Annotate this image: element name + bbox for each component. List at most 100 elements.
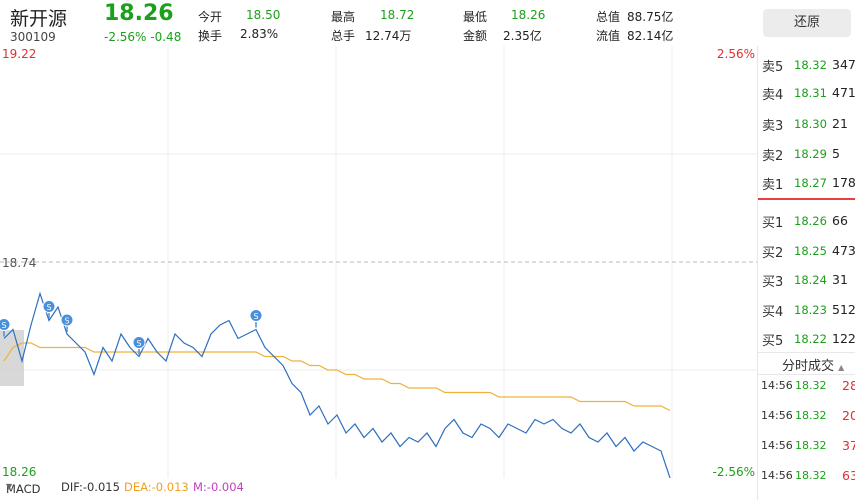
stock-header: 新开源 300109 18.26 -2.56% -0.48 今开 18.50 换…: [0, 0, 757, 46]
buy-row-2[interactable]: 买2 18.25 473: [758, 235, 855, 263]
buy-qty: 31: [832, 272, 848, 287]
buy-qty: 122: [832, 331, 855, 346]
sell-qty: 178: [832, 175, 855, 190]
macd-m: M:-0.004: [193, 480, 244, 494]
trade-time: 14:56: [761, 469, 793, 482]
series-avg-line: [3, 342, 671, 412]
sell-label: 卖3: [762, 119, 784, 134]
y-left-top-label: 19.22: [2, 47, 36, 61]
mcap-value: 88.75亿: [627, 10, 674, 24]
trades-tab[interactable]: 分时成交 ▲: [782, 355, 844, 374]
trade-price: 18.32: [795, 379, 827, 392]
y-right-top-label: 2.56%: [717, 47, 755, 61]
y-left-bottom-label: 18.26: [2, 465, 36, 478]
intraday-chart[interactable]: S S S S S 19.22 18.74 18.26 2.56% -2.56%: [0, 46, 757, 478]
sell-price: 18.31: [794, 86, 827, 100]
macd-label: MACD: [6, 482, 41, 496]
macd-dif: DIF:-0.015: [61, 480, 120, 494]
selection-highlight: [0, 330, 24, 386]
sell-marker-icon[interactable]: S: [132, 336, 146, 355]
buy-qty: 66: [832, 213, 848, 228]
buy-price: 18.23: [794, 303, 827, 317]
sell-row-5[interactable]: 卖5 18.32 347: [758, 49, 855, 77]
trade-price: 18.32: [795, 409, 827, 422]
series-price-line: [3, 291, 671, 478]
sell-label: 卖4: [762, 88, 784, 103]
buy-row-4[interactable]: 买4 18.23 512: [758, 294, 855, 322]
sell-label: 卖2: [762, 149, 784, 164]
amount-label: 金额: [463, 29, 488, 43]
buy-label: 买2: [762, 246, 784, 261]
trade-row: 14:56 18.32 28: [758, 370, 855, 398]
low-value: 18.26: [511, 8, 546, 22]
sell-row-2[interactable]: 卖2 18.29 5: [758, 138, 855, 166]
sell-price: 18.29: [794, 147, 827, 161]
sell-label: 卖1: [762, 178, 784, 193]
buy-label: 买3: [762, 275, 784, 290]
trade-markers: S S S S S: [0, 300, 263, 355]
trade-time: 14:56: [761, 409, 793, 422]
volume-label: 总手: [331, 29, 356, 43]
macd-dea: DEA:-0.013: [124, 480, 189, 494]
amount-value: 2.35亿: [503, 29, 542, 43]
sell-qty: 471: [832, 85, 855, 100]
trade-price: 18.32: [795, 469, 827, 482]
volume-value: 12.74万: [365, 29, 412, 43]
stock-name: 新开源: [10, 8, 68, 30]
change-abs: -0.48: [150, 30, 182, 44]
sell-row-1[interactable]: 卖1 18.27 178: [758, 167, 855, 195]
sell-marker-icon[interactable]: S: [42, 300, 56, 319]
float-label: 流值: [596, 29, 621, 43]
sell-marker-icon[interactable]: S: [60, 313, 74, 332]
sell-row-3[interactable]: 卖3 18.30 21: [758, 108, 855, 136]
sell-price: 18.32: [794, 58, 827, 72]
sell-qty: 347: [832, 57, 855, 72]
buy-qty: 473: [832, 243, 855, 258]
trade-time: 14:56: [761, 379, 793, 392]
buy-qty: 512: [832, 302, 855, 317]
trades-title: 分时成交: [782, 359, 835, 374]
open-label: 今开: [198, 10, 223, 24]
marker-label: S: [253, 312, 258, 321]
buy-row-5[interactable]: 买5 18.22 122: [758, 323, 855, 351]
sell-qty: 21: [832, 116, 848, 131]
book-divider: [758, 198, 855, 200]
buy-label: 买1: [762, 216, 784, 231]
trade-row: 14:56 18.32 63: [758, 460, 855, 488]
high-value: 18.72: [380, 8, 415, 22]
sell-row-4[interactable]: 卖4 18.31 471: [758, 77, 855, 105]
dropdown-arrow-icon: ▼: [6, 482, 13, 491]
marker-label: S: [1, 321, 6, 330]
buy-label: 买4: [762, 305, 784, 320]
turnover-value: 2.83%: [240, 27, 279, 41]
buy-price: 18.24: [794, 273, 827, 287]
open-value: 18.50: [246, 8, 281, 22]
buy-price: 18.26: [794, 214, 827, 228]
sell-price: 18.30: [794, 117, 827, 131]
buy-label: 买5: [762, 334, 784, 349]
price-change: -2.56% -0.48: [104, 30, 181, 44]
trade-qty: 374: [842, 438, 855, 453]
float-value: 82.14亿: [627, 29, 674, 43]
trades-divider: [758, 352, 855, 353]
restore-button[interactable]: 还原: [763, 9, 851, 37]
buy-price: 18.25: [794, 244, 827, 258]
buy-row-1[interactable]: 买1 18.26 66: [758, 205, 855, 233]
order-book: 卖5 18.32 347 卖4 18.31 471 卖3 18.30 21 卖2…: [757, 46, 855, 500]
high-label: 最高: [331, 10, 356, 24]
low-label: 最低: [463, 10, 488, 24]
marker-label: S: [46, 303, 51, 312]
buy-row-3[interactable]: 买3 18.24 31: [758, 264, 855, 292]
sell-marker-icon[interactable]: S: [249, 309, 263, 328]
marker-label: S: [136, 339, 141, 348]
y-left-mid-label: 18.74: [2, 256, 36, 270]
trade-qty: 63: [842, 468, 855, 483]
stock-code: 300109: [10, 30, 56, 44]
trade-price: 18.32: [795, 439, 827, 452]
current-price: 18.26: [104, 1, 174, 26]
trade-row: 14:56 18.32 374: [758, 430, 855, 458]
trade-row: 14:56 18.32 205: [758, 400, 855, 428]
y-right-bottom-label: -2.56%: [713, 465, 755, 478]
sell-marker-icon[interactable]: S: [0, 318, 11, 337]
turnover-label: 换手: [198, 29, 223, 43]
